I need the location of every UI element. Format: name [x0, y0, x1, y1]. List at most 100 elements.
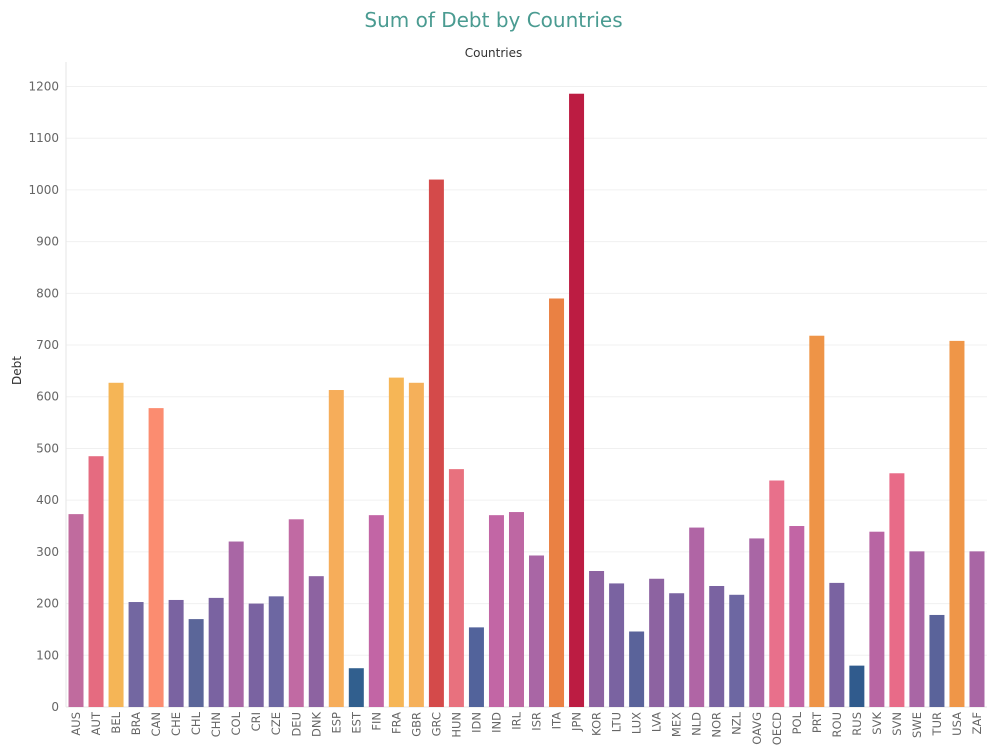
- bar-aut[interactable]: [88, 456, 104, 707]
- x-tick-label: CHN: [209, 712, 223, 737]
- bar-cze[interactable]: [268, 596, 284, 707]
- x-tick-label: LUX: [630, 712, 644, 734]
- x-tick-label: MEX: [670, 712, 684, 737]
- bar-fra[interactable]: [388, 377, 404, 707]
- x-tick-label: NZL: [730, 711, 744, 734]
- bar-oecd[interactable]: [769, 480, 785, 707]
- x-tick-label: CHL: [189, 711, 203, 735]
- bar-col[interactable]: [228, 541, 244, 707]
- x-tick-label: IDN: [469, 712, 483, 733]
- bar-nzl[interactable]: [729, 594, 745, 707]
- x-axis-ticks: AUS AUT BEL BRA CAN CHE CHL CHN COL CRI CZE DEU DNK E…: [69, 711, 984, 745]
- bar-usa[interactable]: [949, 340, 965, 707]
- bar-rou[interactable]: [829, 582, 845, 707]
- y-tick-label: 300: [36, 545, 59, 559]
- x-tick-label: EST: [349, 711, 363, 734]
- bar-oavg[interactable]: [749, 538, 765, 707]
- bar-mex[interactable]: [669, 593, 685, 707]
- x-tick-label: GRC: [429, 712, 443, 736]
- y-tick-label: 500: [36, 441, 59, 455]
- bar-ind[interactable]: [488, 515, 504, 707]
- x-tick-label: NOR: [710, 712, 724, 738]
- x-tick-label: OECD: [770, 712, 784, 745]
- y-tick-label: 400: [36, 493, 59, 507]
- y-tick-label: 100: [36, 648, 59, 662]
- bar-idn[interactable]: [468, 627, 484, 707]
- x-tick-label: IRL: [509, 711, 523, 729]
- x-tick-label: TUR: [930, 712, 944, 736]
- bar-pol[interactable]: [789, 526, 805, 707]
- y-tick-label: 1100: [28, 131, 59, 145]
- bar-bra[interactable]: [128, 602, 144, 707]
- x-tick-label: JPN: [570, 712, 584, 732]
- x-tick-label: ITA: [550, 712, 564, 730]
- x-tick-label: PRT: [810, 711, 824, 733]
- x-tick-label: LTU: [610, 712, 624, 732]
- bar-kor[interactable]: [589, 571, 605, 707]
- bar-lux[interactable]: [629, 631, 645, 707]
- chart-title: Sum of Debt by Countries: [364, 8, 623, 32]
- x-tick-label: DEU: [289, 712, 303, 737]
- x-tick-label: DNK: [309, 712, 323, 737]
- bar-deu[interactable]: [288, 519, 304, 707]
- x-tick-label: USA: [950, 712, 964, 736]
- bar-gbr[interactable]: [408, 382, 424, 707]
- x-tick-label: RUS: [850, 712, 864, 736]
- bar-chn[interactable]: [208, 597, 224, 707]
- bar-cri[interactable]: [248, 603, 264, 707]
- bar-svn[interactable]: [889, 473, 905, 707]
- bar-irl[interactable]: [508, 512, 524, 707]
- x-tick-label: GBR: [409, 712, 423, 737]
- bar-nor[interactable]: [709, 585, 725, 707]
- x-tick-label: SWE: [910, 712, 924, 738]
- x-tick-label: BRA: [129, 712, 143, 735]
- x-tick-label: KOR: [590, 712, 604, 736]
- bar-can[interactable]: [148, 408, 164, 707]
- bar-svk[interactable]: [869, 531, 885, 707]
- x-tick-label: OAVG: [750, 712, 764, 745]
- x-tick-label: CZE: [269, 712, 283, 735]
- x-tick-label: ZAF: [970, 712, 984, 734]
- y-tick-label: 0: [51, 700, 59, 714]
- x-tick-label: FRA: [389, 712, 403, 734]
- x-tick-label: BEL: [109, 711, 123, 733]
- x-tick-label: SVN: [890, 712, 904, 736]
- bar-est[interactable]: [348, 668, 364, 707]
- x-tick-label: SVK: [870, 712, 884, 735]
- bar-zaf[interactable]: [969, 551, 985, 707]
- bar-che[interactable]: [168, 599, 184, 707]
- x-tick-label: ESP: [329, 712, 343, 734]
- bar-ltu[interactable]: [609, 583, 625, 707]
- bar-prt[interactable]: [809, 335, 825, 707]
- x-tick-label: HUN: [449, 712, 463, 738]
- x-tick-label: AUT: [89, 711, 103, 735]
- x-axis-header: Countries: [464, 46, 523, 60]
- x-tick-label: ISR: [530, 712, 544, 731]
- bar-nld[interactable]: [689, 527, 705, 707]
- bar-lva[interactable]: [649, 578, 665, 707]
- x-tick-label: CHE: [169, 712, 183, 736]
- bars: [68, 93, 985, 708]
- bar-chl[interactable]: [188, 619, 204, 707]
- x-tick-label: COL: [229, 711, 243, 735]
- bar-rus[interactable]: [849, 665, 865, 707]
- x-tick-label: IND: [489, 712, 503, 733]
- bar-aus[interactable]: [68, 514, 84, 707]
- bar-dnk[interactable]: [308, 576, 324, 707]
- bar-jpn[interactable]: [569, 93, 585, 707]
- bar-tur[interactable]: [929, 614, 945, 707]
- y-tick-label: 1000: [28, 183, 59, 197]
- bar-ita[interactable]: [549, 298, 565, 707]
- bar-fin[interactable]: [368, 515, 384, 707]
- x-tick-label: LVA: [650, 712, 664, 732]
- bar-isr[interactable]: [529, 555, 545, 707]
- x-tick-label: CAN: [149, 712, 163, 737]
- bar-grc[interactable]: [428, 179, 444, 708]
- y-axis-ticks: 0 100 200 300 400 500 600 700 800 900 1000 1100 1200: [28, 79, 59, 714]
- bar-esp[interactable]: [328, 390, 344, 707]
- y-tick-label: 800: [36, 286, 59, 300]
- bar-bel[interactable]: [108, 382, 124, 707]
- bar-swe[interactable]: [909, 551, 925, 707]
- bar-hun[interactable]: [448, 469, 464, 707]
